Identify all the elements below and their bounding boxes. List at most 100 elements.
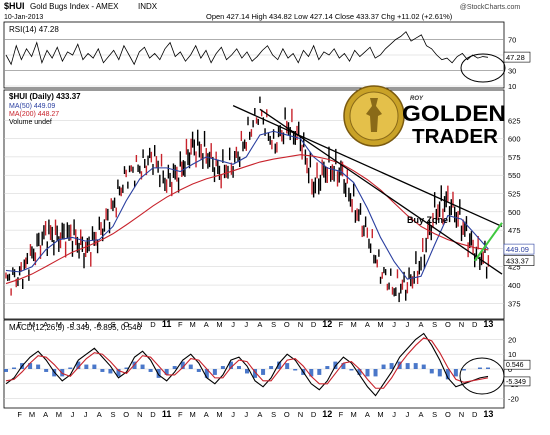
price-x-tick-label: O	[123, 320, 129, 329]
macd-x-tick-label: A	[97, 410, 102, 419]
macd-histogram-bar	[269, 366, 274, 369]
ma200-line	[5, 154, 489, 285]
price-x-tick-label: O	[284, 320, 290, 329]
rsi-line	[5, 31, 489, 66]
macd-histogram-bar	[253, 369, 258, 378]
price-x-tick-label: A	[365, 320, 370, 329]
macd-histogram-bar	[325, 366, 330, 369]
rsi-y-tick-label: 70	[508, 36, 516, 45]
macd-histogram-bar	[437, 369, 442, 377]
macd-histogram-bar	[341, 363, 346, 369]
price-legend-hui: $HUI (Daily) 433.37	[9, 92, 81, 101]
macd-x-tick-label: J	[406, 410, 410, 419]
macd-histogram-bar	[28, 363, 33, 369]
macd-x-tick-label: F	[339, 410, 344, 419]
macd-histogram-bar	[108, 369, 113, 374]
macd-histogram-bar	[381, 364, 386, 369]
price-x-tick-label: J	[84, 320, 88, 329]
macd-value-box	[503, 359, 531, 370]
macd-histogram-bar	[413, 363, 418, 369]
price-y-tick-label: 625	[508, 116, 521, 125]
macd-x-tick-label: A	[419, 410, 424, 419]
macd-histogram-bar	[309, 369, 314, 377]
logo-line1: GOLDEN	[402, 101, 506, 126]
macd-histogram-bar	[180, 361, 185, 369]
macd-value-box	[503, 376, 531, 387]
macd-value-label: -5.349	[506, 379, 526, 386]
macd-x-tick-label: N	[459, 410, 464, 419]
logo-coin-text: ROY	[410, 96, 424, 102]
macd-histogram-bar	[461, 369, 466, 371]
macd-x-tick-label: M	[216, 410, 222, 419]
macd-histogram-bar	[429, 369, 434, 374]
price-x-tick-label: A	[419, 320, 424, 329]
rsi-value-label: 47.28	[506, 53, 525, 62]
rsi-layer: 7050301047.28	[4, 31, 531, 91]
ma50-line	[5, 130, 489, 280]
chart-quote: Open 427.14 High 434.82 Low 427.14 Close…	[206, 12, 453, 21]
macd-histogram-bar	[156, 369, 161, 378]
x-axis: FFMMAAMMJJJJAASSOONNDD1111FFMMAAMMJJJJAA…	[17, 319, 493, 419]
macd-histogram-bar	[365, 369, 370, 377]
macd-x-tick-label: J	[392, 410, 396, 419]
price-x-tick-label: 11	[162, 319, 172, 329]
macd-histogram-bar	[389, 363, 394, 369]
macd-x-tick-label: A	[257, 410, 262, 419]
hui-price-bars	[5, 96, 490, 303]
price-x-tick-label: N	[137, 320, 142, 329]
macd-x-tick-label: J	[244, 410, 248, 419]
trendline	[232, 105, 503, 228]
price-value-label: 449.09	[506, 245, 529, 254]
macd-histogram-bar	[172, 366, 177, 369]
price-layer: 625600575550525500475450425400375Buy Zon…	[4, 96, 535, 308]
macd-x-tick-label: O	[284, 410, 290, 419]
price-x-tick-label: A	[204, 320, 209, 329]
macd-histogram-bar	[92, 364, 97, 369]
golden-trader-logo: ROY GOLDEN TRADER	[343, 85, 506, 148]
price-y-tick-label: 475	[508, 226, 521, 235]
macd-histogram-bar	[285, 363, 290, 369]
price-y-tick-label: 600	[508, 135, 521, 144]
macd-x-tick-label: M	[56, 410, 62, 419]
chart-exchange: INDX	[138, 2, 158, 11]
macd-histogram-bar	[12, 367, 17, 369]
macd-histogram-bar	[421, 364, 426, 369]
price-x-tick-label: D	[311, 320, 317, 329]
macd-histogram-bar	[148, 369, 153, 372]
macd-x-tick-label: J	[84, 410, 88, 419]
macd-histogram-bar	[212, 369, 217, 375]
price-panel	[3, 89, 505, 320]
price-x-tick-label: F	[339, 320, 344, 329]
macd-histogram-bar	[188, 364, 193, 369]
macd-x-tick-label: S	[110, 410, 115, 419]
logo-line2: TRADER	[412, 126, 499, 148]
price-x-tick-label: N	[298, 320, 303, 329]
macd-histogram-bar	[277, 361, 282, 369]
price-x-tick-label: D	[472, 320, 478, 329]
rsi-y-tick-label: 30	[508, 67, 516, 76]
macd-y-tick-label: 10	[508, 350, 516, 359]
macd-x-tick-label: D	[472, 410, 478, 419]
price-x-tick-label: S	[271, 320, 276, 329]
macd-y-tick-label: -20	[508, 395, 519, 404]
price-x-tick-label: M	[377, 320, 383, 329]
macd-histogram-bar	[477, 367, 482, 369]
price-x-tick-label: J	[406, 320, 410, 329]
macd-y-tick-label: 20	[508, 335, 516, 344]
trendline	[259, 108, 503, 275]
macd-x-tick-label: F	[178, 410, 183, 419]
price-legend-ma200: MA(200) 448.27	[9, 111, 59, 118]
macd-histogram-bar	[486, 367, 490, 369]
macd-x-tick-label: F	[17, 410, 22, 419]
macd-histogram-bar	[261, 369, 266, 375]
macd-x-tick-label: N	[298, 410, 303, 419]
macd-histogram-bar	[196, 369, 201, 372]
price-x-tick-label: S	[110, 320, 115, 329]
price-x-tick-label: M	[351, 320, 357, 329]
macd-x-tick-label: S	[432, 410, 437, 419]
macd-x-tick-label: D	[311, 410, 317, 419]
rsi-highlight-circle	[460, 53, 506, 83]
macd-histogram-bar	[164, 369, 169, 375]
